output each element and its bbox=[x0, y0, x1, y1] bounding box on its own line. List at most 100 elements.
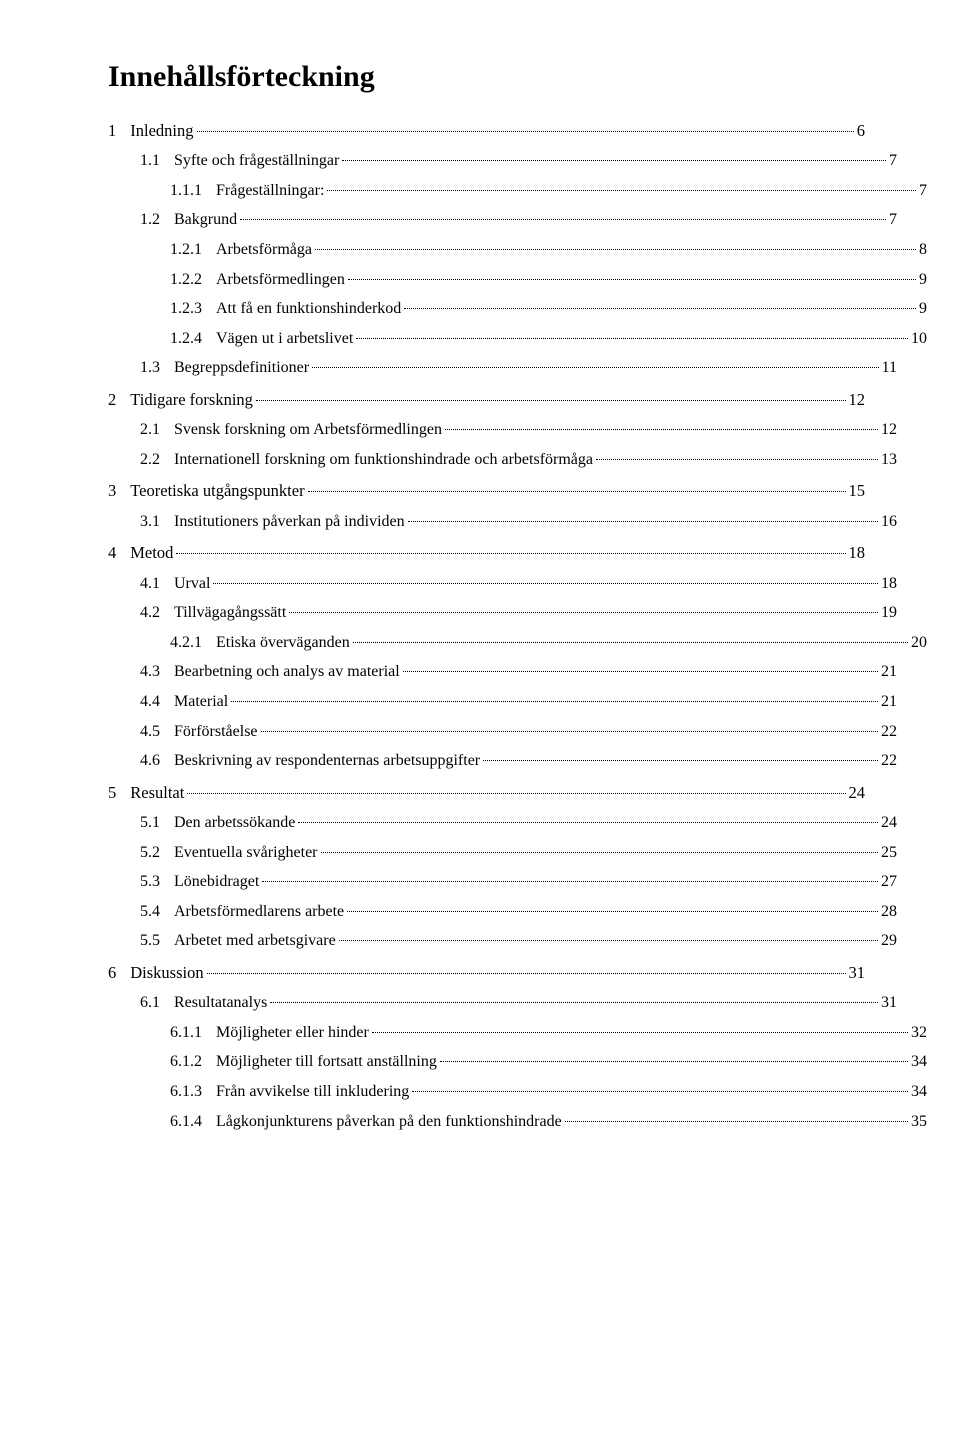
toc-entry-number: 4.5 bbox=[140, 721, 174, 743]
toc-entry-page: 8 bbox=[919, 239, 927, 261]
toc-entry: 1.2.2Arbetsförmedlingen9 bbox=[108, 269, 927, 291]
toc-leader-dots bbox=[231, 701, 878, 702]
toc-entry: 5.5Arbetet med arbetsgivare 29 bbox=[108, 930, 897, 952]
toc-leader-dots bbox=[256, 400, 846, 401]
toc-entry-page: 12 bbox=[881, 419, 897, 441]
toc-entry: 1Inledning6 bbox=[108, 120, 865, 142]
toc-entry: 4.2.1Etiska överväganden20 bbox=[108, 632, 927, 654]
toc-entry-label: Resultatanalys bbox=[174, 992, 267, 1014]
toc-entry-label: Frågeställningar: bbox=[216, 180, 324, 202]
toc-entry-page: 28 bbox=[881, 901, 897, 923]
toc-entry-label: Lågkonjunkturens påverkan på den funktio… bbox=[216, 1111, 562, 1133]
toc-entry-number: 1.1 bbox=[140, 150, 174, 172]
toc-entry-number: 5.3 bbox=[140, 871, 174, 893]
toc-entry-page: 18 bbox=[849, 542, 866, 564]
toc-entry-label: Möjligheter eller hinder bbox=[216, 1022, 369, 1044]
toc-leader-dots bbox=[348, 279, 916, 280]
toc-leader-dots bbox=[321, 852, 879, 853]
toc-entry-number: 1.2.1 bbox=[170, 239, 216, 261]
toc-entry-label: Förförståelse bbox=[174, 721, 258, 743]
toc-entry-label: Institutioners påverkan på individen bbox=[174, 511, 405, 533]
toc-leader-dots bbox=[372, 1032, 908, 1033]
toc-leader-dots bbox=[197, 131, 854, 132]
toc-leader-dots bbox=[445, 429, 878, 430]
toc-entry-number: 2 bbox=[108, 389, 130, 411]
toc-entry-page: 12 bbox=[849, 389, 866, 411]
toc-entry-page: 32 bbox=[911, 1022, 927, 1044]
toc-entry-label: Bakgrund bbox=[174, 209, 237, 231]
toc-leader-dots bbox=[213, 583, 878, 584]
toc-entry-label: Den arbetssökande bbox=[174, 812, 295, 834]
toc-entry: 6.1.2Möjligheter till fortsatt anställni… bbox=[108, 1051, 927, 1073]
toc-entry: 2.1Svensk forskning om Arbetsförmedlinge… bbox=[108, 419, 897, 441]
toc-entry: 5Resultat24 bbox=[108, 782, 865, 804]
toc-list: 1Inledning61.1Syfte och frågeställningar… bbox=[108, 120, 865, 1132]
toc-entry-label: Urval bbox=[174, 573, 210, 595]
toc-entry-number: 5.2 bbox=[140, 842, 174, 864]
toc-entry-number: 4.3 bbox=[140, 661, 174, 683]
toc-entry-page: 9 bbox=[919, 298, 927, 320]
toc-leader-dots bbox=[408, 521, 878, 522]
toc-entry-page: 29 bbox=[881, 930, 897, 952]
toc-entry: 1.2.3Att få en funktionshinderkod9 bbox=[108, 298, 927, 320]
toc-leader-dots bbox=[342, 160, 886, 161]
toc-entry: 2.2Internationell forskning om funktions… bbox=[108, 449, 897, 471]
toc-entry-page: 35 bbox=[911, 1111, 927, 1133]
toc-entry: 6Diskussion31 bbox=[108, 962, 865, 984]
toc-entry-number: 1.2.2 bbox=[170, 269, 216, 291]
toc-entry-page: 7 bbox=[889, 209, 897, 231]
toc-leader-dots bbox=[596, 459, 878, 460]
toc-leader-dots bbox=[298, 822, 878, 823]
toc-entry-page: 21 bbox=[881, 691, 897, 713]
toc-entry: 4Metod18 bbox=[108, 542, 865, 564]
toc-entry: 4.5Förförståelse22 bbox=[108, 721, 897, 743]
toc-entry-label: Resultat bbox=[130, 782, 184, 804]
toc-entry-label: Inledning bbox=[130, 120, 193, 142]
toc-entry-page: 19 bbox=[881, 602, 897, 624]
toc-leader-dots bbox=[565, 1121, 908, 1122]
toc-leader-dots bbox=[240, 219, 886, 220]
toc-entry-page: 24 bbox=[881, 812, 897, 834]
toc-entry-number: 2.2 bbox=[140, 449, 174, 471]
toc-leader-dots bbox=[412, 1091, 908, 1092]
toc-entry-page: 7 bbox=[919, 180, 927, 202]
toc-entry: 1.3Begreppsdefinitioner11 bbox=[108, 357, 897, 379]
toc-entry: 1.2.4Vägen ut i arbetslivet10 bbox=[108, 328, 927, 350]
toc-entry-number: 4.4 bbox=[140, 691, 174, 713]
toc-entry: 3.1Institutioners påverkan på individen1… bbox=[108, 511, 897, 533]
toc-entry-page: 9 bbox=[919, 269, 927, 291]
toc-entry-label: Bearbetning och analys av material bbox=[174, 661, 400, 683]
toc-entry-number: 1.2.4 bbox=[170, 328, 216, 350]
toc-entry: 5.2Eventuella svårigheter25 bbox=[108, 842, 897, 864]
toc-entry-page: 15 bbox=[849, 480, 866, 502]
toc-entry-label: Teoretiska utgångspunkter bbox=[130, 480, 304, 502]
toc-entry-page: 18 bbox=[881, 573, 897, 595]
toc-entry: 6.1.3Från avvikelse till inkludering34 bbox=[108, 1081, 927, 1103]
toc-leader-dots bbox=[339, 940, 878, 941]
toc-entry-label: Arbetet med arbetsgivare bbox=[174, 930, 336, 952]
toc-entry-number: 1.2.3 bbox=[170, 298, 216, 320]
toc-entry: 6.1Resultatanalys31 bbox=[108, 992, 897, 1014]
toc-entry-page: 34 bbox=[911, 1051, 927, 1073]
toc-leader-dots bbox=[270, 1002, 878, 1003]
toc-entry-label: Möjligheter till fortsatt anställning bbox=[216, 1051, 437, 1073]
toc-entry-page: 24 bbox=[849, 782, 866, 804]
toc-entry-page: 21 bbox=[881, 661, 897, 683]
toc-entry-page: 25 bbox=[881, 842, 897, 864]
toc-leader-dots bbox=[353, 642, 908, 643]
toc-leader-dots bbox=[261, 731, 878, 732]
toc-entry-label: Metod bbox=[130, 542, 173, 564]
toc-entry-number: 5.5 bbox=[140, 930, 174, 952]
toc-leader-dots bbox=[187, 793, 845, 794]
toc-entry: 1.1.1Frågeställningar: 7 bbox=[108, 180, 927, 202]
toc-entry-number: 6 bbox=[108, 962, 130, 984]
toc-entry-number: 3 bbox=[108, 480, 130, 502]
toc-entry-number: 4.2.1 bbox=[170, 632, 216, 654]
toc-entry-number: 1.3 bbox=[140, 357, 174, 379]
toc-entry: 4.6Beskrivning av respondenternas arbets… bbox=[108, 750, 897, 772]
toc-entry: 5.3Lönebidraget27 bbox=[108, 871, 897, 893]
toc-entry-label: Internationell forskning om funktionshin… bbox=[174, 449, 593, 471]
toc-entry-number: 1.1.1 bbox=[170, 180, 216, 202]
toc-entry-label: Etiska överväganden bbox=[216, 632, 350, 654]
toc-leader-dots bbox=[312, 367, 879, 368]
